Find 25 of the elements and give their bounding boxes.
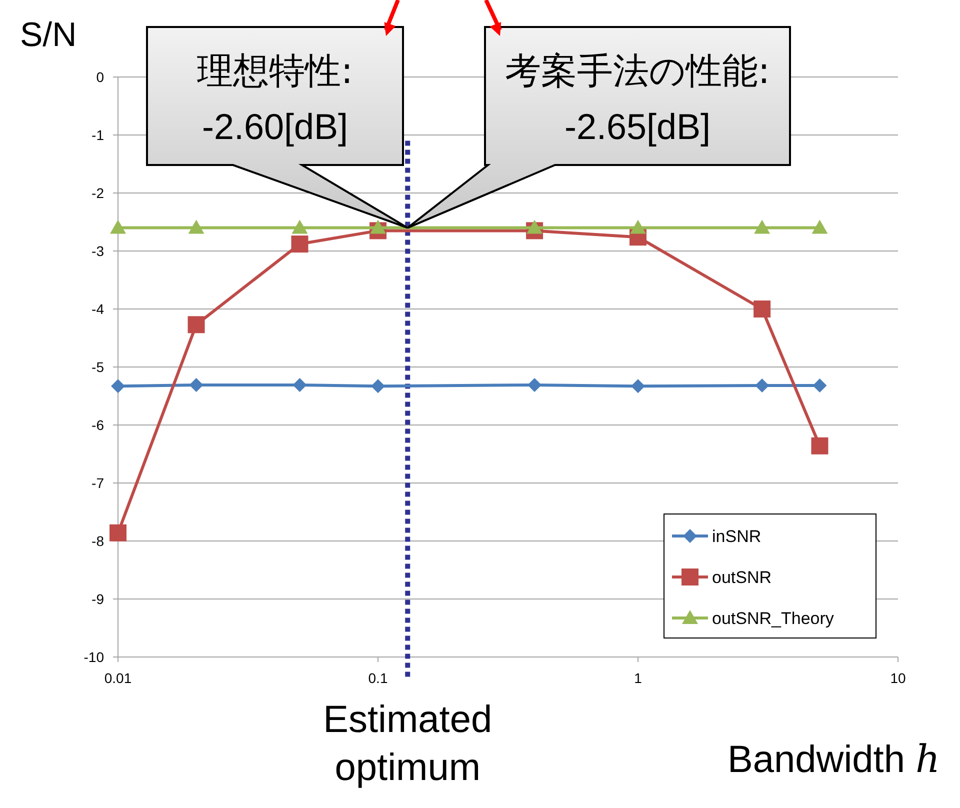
y-tick-label: -2 bbox=[92, 185, 104, 201]
y-tick-label: -6 bbox=[92, 417, 104, 433]
y-tick-label: -1 bbox=[92, 127, 104, 143]
x-tick-label: 0.01 bbox=[104, 670, 132, 686]
y-tick-label: -4 bbox=[92, 301, 104, 317]
y-tick-label: -5 bbox=[92, 359, 104, 375]
y-tick-label: -7 bbox=[92, 475, 104, 491]
x-tick-label: 10 bbox=[890, 670, 906, 686]
callout: 考案手法の性能: -2.65[dB] bbox=[406, 26, 791, 229]
y-tick-label: -10 bbox=[84, 649, 104, 665]
y-axis-title: S/N bbox=[20, 16, 77, 54]
x-axis-title: Bandwidth h bbox=[728, 737, 940, 781]
y-tick-label: -8 bbox=[92, 533, 104, 549]
legend-label: outSNR_Theory bbox=[712, 609, 834, 628]
y-tick-label: 0 bbox=[96, 69, 104, 85]
legend-label: outSNR bbox=[712, 568, 772, 587]
y-tick-label: -9 bbox=[92, 591, 104, 607]
ref-line-label: Estimated optimum bbox=[323, 699, 492, 789]
annotation: 理想特性: -2.60[dB] bbox=[196, 51, 354, 147]
x-tick-label: 1 bbox=[634, 670, 642, 686]
annotation: 考案手法の性能: -2.65[dB] bbox=[504, 51, 770, 147]
y-tick-label: -3 bbox=[92, 243, 104, 259]
callout: 理想特性: -2.60[dB] bbox=[146, 26, 409, 229]
x-tick-label: 0.1 bbox=[368, 670, 388, 686]
legend-label: inSNR bbox=[712, 527, 762, 546]
